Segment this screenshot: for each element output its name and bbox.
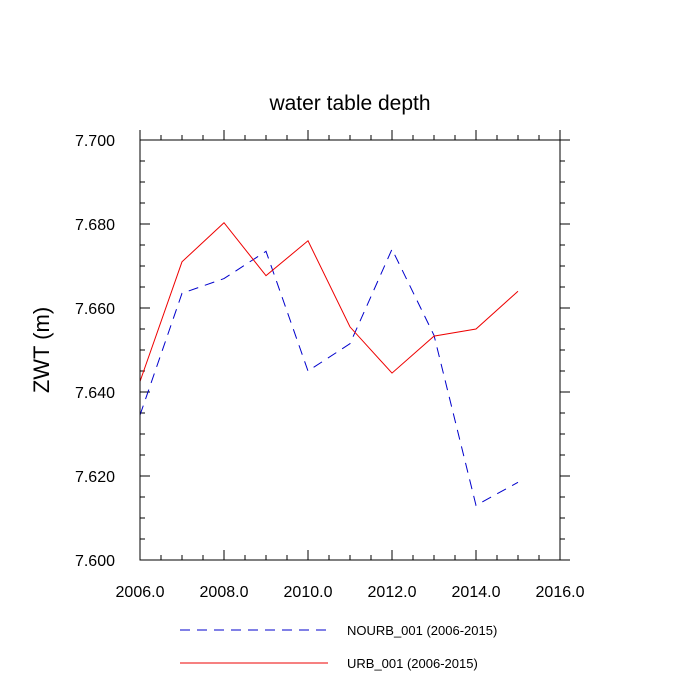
chart-title: water table depth [268, 92, 430, 115]
x-tick-label: 2006.0 [116, 584, 165, 601]
minor-ticks [139, 135, 565, 561]
y-tick-label: 7.600 [75, 553, 115, 570]
x-tick-labels: 2006.0 2008.0 2010.0 2012.0 2014.0 2016.0 [116, 584, 585, 601]
legend-label-1: NOURB_001 (2006-2015) [347, 623, 497, 638]
series-line-2 [139, 222, 519, 382]
y-tick-label: 7.620 [75, 469, 115, 486]
y-tick-label: 7.660 [75, 301, 115, 318]
x-tick-label: 2008.0 [200, 584, 249, 601]
x-tick-label: 2014.0 [452, 584, 501, 601]
x-tick-label: 2010.0 [284, 584, 333, 601]
series-line-1 [139, 248, 519, 507]
series-layer [139, 222, 519, 507]
y-tick-label: 7.680 [75, 217, 115, 234]
y-axis-label: ZWT (m) [29, 307, 54, 393]
major-ticks [139, 130, 570, 561]
legend-label-2: URB_001 (2006-2015) [347, 656, 478, 671]
legend: NOURB_001 (2006-2015) URB_001 (2006-2015) [180, 623, 497, 671]
y-tick-label: 7.640 [75, 385, 115, 402]
x-tick-label: 2012.0 [368, 584, 417, 601]
plot-frame [139, 139, 561, 561]
y-tick-label: 7.700 [75, 133, 115, 150]
x-tick-label: 2016.0 [536, 584, 585, 601]
y-tick-labels: 7.600 7.620 7.640 7.660 7.680 7.700 [75, 133, 115, 570]
